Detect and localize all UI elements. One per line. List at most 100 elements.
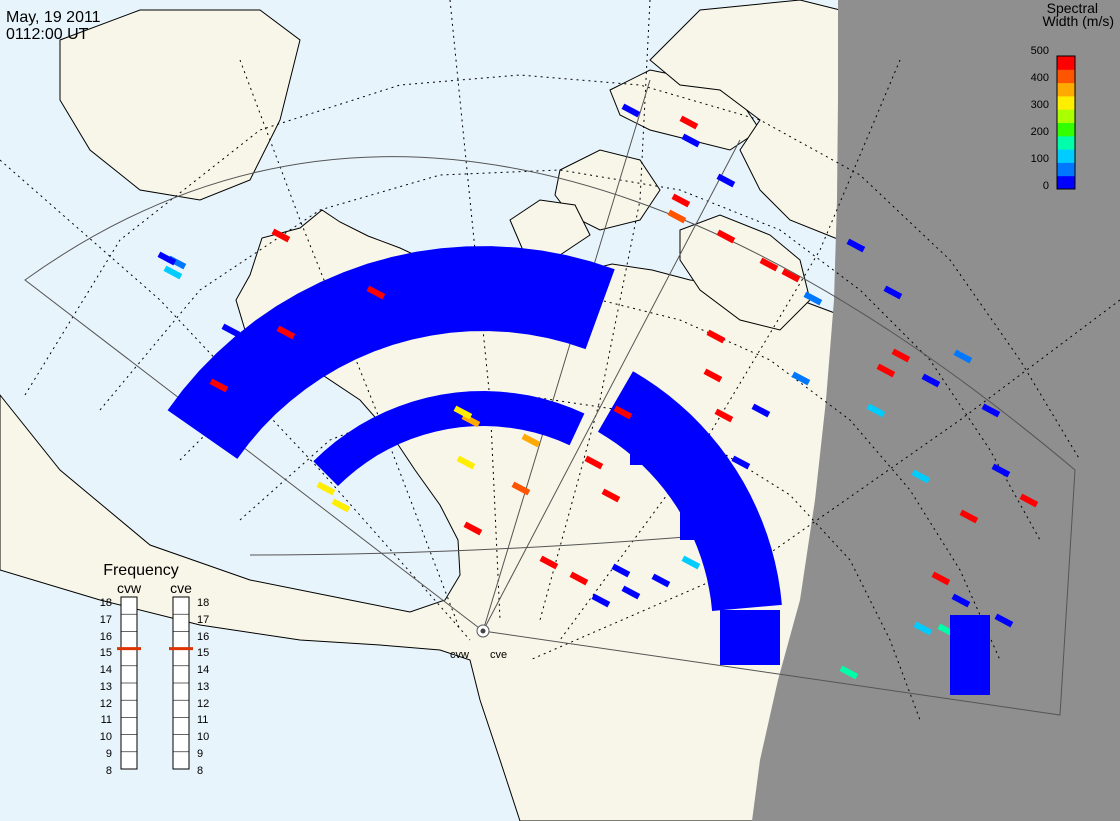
echo-cell	[221, 323, 241, 338]
legend-color-step	[1057, 69, 1075, 84]
freq-right-18: 18	[197, 597, 209, 609]
freq-right-9: 9	[197, 748, 203, 760]
echo-cell	[679, 115, 699, 130]
freq-right-10: 10	[197, 731, 209, 743]
scatter-cells	[157, 103, 1039, 695]
freq-right-16: 16	[197, 631, 209, 643]
landmass-arctic-island-a	[554, 149, 661, 231]
echo-cell	[716, 229, 736, 244]
echo-cell	[891, 348, 911, 363]
legend-tick-0: 0	[1043, 180, 1049, 192]
echo-cell	[271, 228, 291, 243]
legend-tick-300: 300	[1031, 99, 1049, 111]
echo-cell	[591, 593, 611, 608]
freq-left-10: 10	[100, 731, 112, 743]
legend-color-step	[1057, 122, 1075, 137]
echo-cell	[331, 498, 351, 513]
time-label: 0112:00 UT	[6, 26, 89, 43]
meridian-3	[559, 59, 901, 641]
frequency-label-cvw: cvw	[117, 580, 142, 596]
echo-cell	[621, 103, 641, 118]
radar-fields-of-view	[24, 79, 1076, 716]
legend-color-step	[1057, 109, 1075, 123]
echo-cell	[601, 488, 621, 503]
echo-cell	[714, 408, 734, 423]
echo-cell	[209, 378, 229, 393]
echo-cell	[781, 268, 801, 283]
fov-outline	[24, 156, 1076, 716]
legend-tick-200: 200	[1031, 126, 1049, 138]
station-markers: cvw cve	[450, 624, 507, 661]
echo-cell	[803, 291, 823, 306]
echo-cell	[706, 329, 726, 344]
night-shading	[752, 0, 1120, 821]
echo-cell	[791, 371, 811, 386]
echo-cell	[703, 368, 723, 383]
echo-cell	[681, 133, 701, 148]
meridian-5	[0, 159, 471, 641]
frequency-label-cve: cve	[170, 580, 192, 596]
echo-cell	[651, 573, 671, 588]
freq-left-9: 9	[106, 748, 112, 760]
echo-cell	[931, 571, 951, 586]
echo-cell	[611, 563, 631, 578]
echo-cell	[276, 325, 296, 340]
echo-cell	[584, 455, 604, 470]
echo-cell	[876, 363, 896, 378]
latitude-circle-1	[24, 74, 1081, 461]
echo-cell	[883, 285, 903, 300]
echo-cell	[731, 455, 751, 470]
legend-title-line2: Width (m/s)	[1042, 13, 1114, 29]
echo-cell	[667, 209, 687, 224]
meridian-4	[239, 59, 461, 631]
echo-cell	[994, 613, 1014, 628]
legend-color-step	[1057, 135, 1075, 150]
fov-beam-lines	[482, 79, 741, 632]
date-label: May, 19 2011	[6, 9, 101, 26]
echo-cell	[751, 403, 771, 418]
echo-cell	[981, 403, 1001, 418]
legend-title-line1: Spectral	[1046, 0, 1098, 16]
legend-bar-frame	[1056, 55, 1076, 190]
echo-cell	[366, 285, 386, 300]
legend-color-step	[1057, 175, 1075, 190]
spectral-width-legend: 500 400 300 200 100 0	[1031, 45, 1076, 192]
freq-left-13: 13	[100, 681, 112, 693]
echo-cell	[911, 469, 931, 484]
legend-color-step	[1057, 95, 1075, 110]
frequency-title: Frequency	[103, 562, 179, 579]
freq-left-8: 8	[106, 765, 112, 777]
echo-cell	[839, 665, 859, 680]
freq-left-11: 11	[101, 714, 112, 726]
frequency-grid	[121, 613, 189, 753]
legend-tick-500: 500	[1031, 45, 1049, 57]
echo-cell	[453, 405, 473, 420]
freq-left-12: 12	[100, 698, 112, 710]
echo-cell	[913, 621, 933, 636]
freq-right-15: 15	[197, 647, 209, 659]
echo-cell	[456, 455, 476, 470]
freq-right-8: 8	[197, 765, 203, 777]
echo-cell	[316, 481, 336, 496]
echo-block	[720, 610, 780, 665]
echo-cell	[463, 521, 483, 536]
latitude-circle-3	[179, 289, 1001, 661]
freq-left-14: 14	[100, 664, 112, 676]
legend-tick-100: 100	[1031, 153, 1049, 165]
echo-cell	[921, 373, 941, 388]
freq-right-14: 14	[197, 664, 209, 676]
freq-left-17: 17	[100, 614, 112, 626]
freq-right-12: 12	[197, 698, 209, 710]
echo-cell	[959, 509, 979, 524]
echo-cell	[521, 433, 541, 448]
echo-cell	[1019, 493, 1039, 508]
legend-color-step	[1057, 149, 1075, 163]
fov-range-arc	[249, 534, 711, 556]
legend-color-step	[1057, 162, 1075, 177]
echo-cell	[716, 173, 736, 188]
legend-color-step	[1057, 82, 1075, 97]
legend-color-step	[1057, 56, 1075, 70]
echo-cell	[991, 463, 1011, 478]
